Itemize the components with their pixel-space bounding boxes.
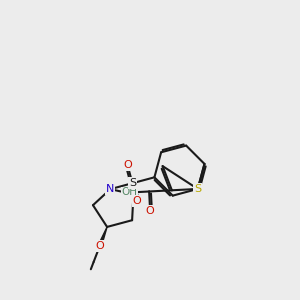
Polygon shape <box>98 227 107 247</box>
Text: S: S <box>194 184 201 194</box>
Text: N: N <box>106 184 115 194</box>
Text: OH: OH <box>122 188 138 197</box>
Text: S: S <box>129 178 136 188</box>
Text: O: O <box>123 160 132 170</box>
Text: O: O <box>146 206 154 216</box>
Text: O: O <box>95 241 104 251</box>
Text: O: O <box>133 196 142 206</box>
